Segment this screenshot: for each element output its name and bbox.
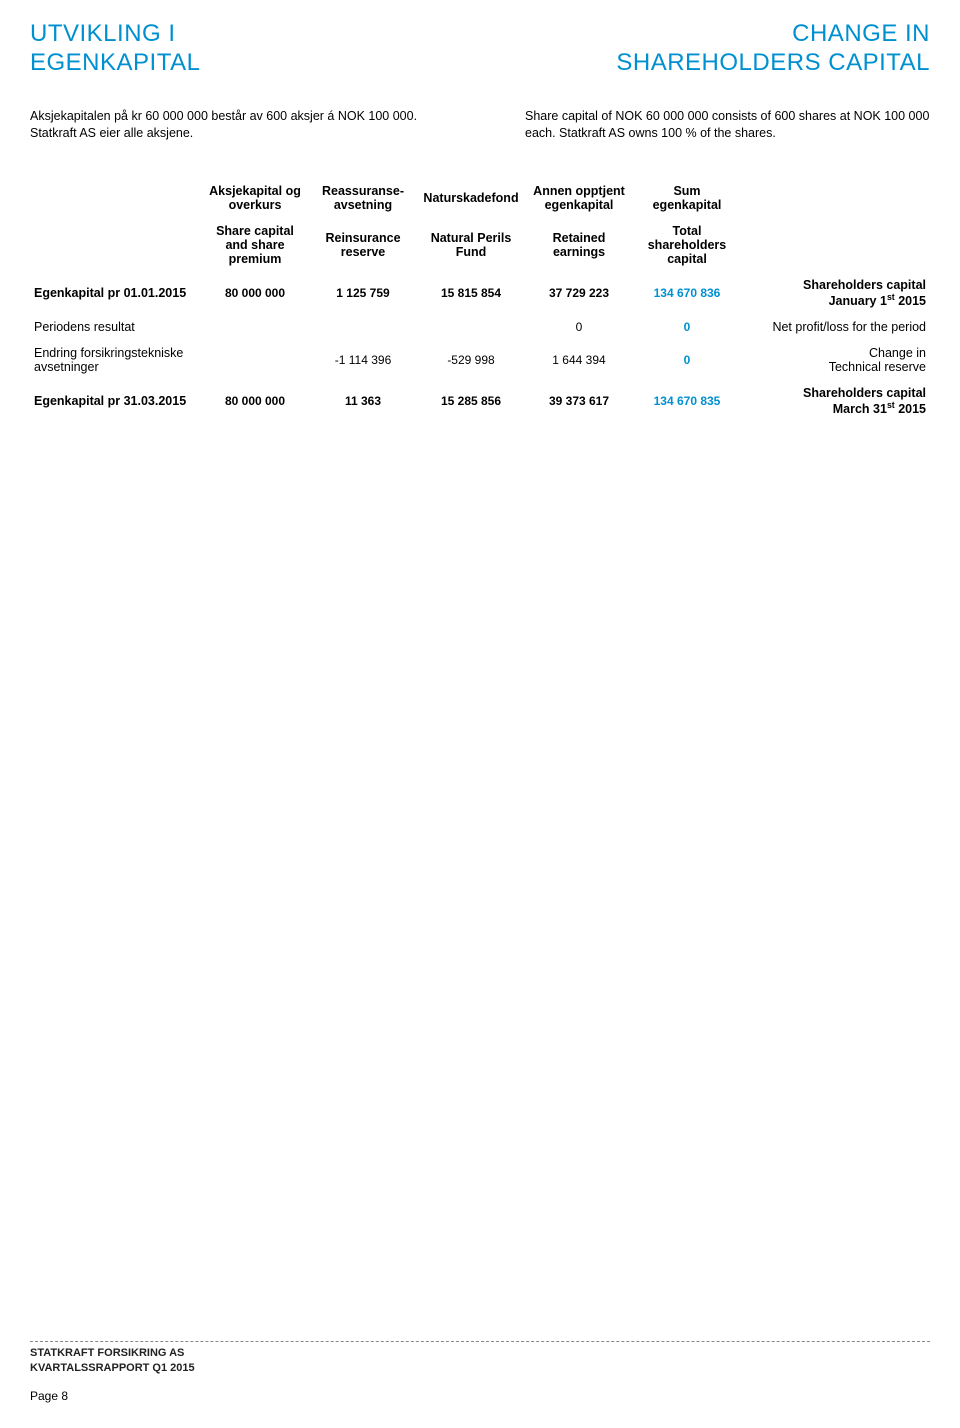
title-no-line2: EGENKAPITAL bbox=[30, 49, 200, 76]
footer-divider bbox=[30, 1341, 930, 1342]
title-en-line1: CHANGE IN bbox=[792, 20, 930, 47]
table-row: Endring forsikringstekniske avsetninger … bbox=[30, 340, 930, 380]
row2-c1 bbox=[201, 314, 309, 340]
row3-c5: 0 bbox=[633, 340, 741, 380]
row4-c5: 134 670 835 bbox=[633, 380, 741, 422]
col-header-en-4: Retainedearnings bbox=[525, 218, 633, 272]
row1-label-en: Shareholders capital January 1st 2015 bbox=[741, 272, 930, 314]
row1-c2: 1 125 759 bbox=[309, 272, 417, 314]
title-norwegian: UTVIKLING I EGENKAPITAL bbox=[30, 20, 200, 78]
col-header-no-5: Sumegenkapital bbox=[633, 178, 741, 218]
row3-label-no: Endring forsikringstekniske avsetninger bbox=[30, 340, 201, 380]
col-header-en-2: Reinsurancereserve bbox=[309, 218, 417, 272]
row3-c3: -529 998 bbox=[417, 340, 525, 380]
row1-c3: 15 815 854 bbox=[417, 272, 525, 314]
row1-c4: 37 729 223 bbox=[525, 272, 633, 314]
col-header-no-2: Reassuranse-avsetning bbox=[309, 178, 417, 218]
col-header-no-4: Annen opptjentegenkapital bbox=[525, 178, 633, 218]
table-row: Periodens resultat 0 0 Net profit/loss f… bbox=[30, 314, 930, 340]
row1-label-no: Egenkapital pr 01.01.2015 bbox=[30, 272, 201, 314]
row3-c4: 1 644 394 bbox=[525, 340, 633, 380]
table-row: Egenkapital pr 01.01.2015 80 000 000 1 1… bbox=[30, 272, 930, 314]
row2-c3 bbox=[417, 314, 525, 340]
title-english: CHANGE IN SHAREHOLDERS CAPITAL bbox=[616, 20, 930, 78]
col-header-no-1: Aksjekapital ogoverkurs bbox=[201, 178, 309, 218]
col-header-en-5: Totalshareholderscapital bbox=[633, 218, 741, 272]
col-header-no-3: Naturskadefond bbox=[417, 178, 525, 218]
title-en-line2: SHAREHOLDERS CAPITAL bbox=[616, 49, 930, 76]
row4-c3: 15 285 856 bbox=[417, 380, 525, 422]
row1-c5: 134 670 836 bbox=[633, 272, 741, 314]
table-header-english: Share capitaland sharepremium Reinsuranc… bbox=[30, 218, 930, 272]
page-footer: STATKRAFT FORSIKRING AS KVARTALSSRAPPORT… bbox=[30, 1341, 930, 1403]
row4-c4: 39 373 617 bbox=[525, 380, 633, 422]
footer-report: KVARTALSSRAPPORT Q1 2015 bbox=[30, 1361, 930, 1375]
row2-c4: 0 bbox=[525, 314, 633, 340]
title-no-line1: UTVIKLING I bbox=[30, 20, 176, 47]
row3-label-en: Change in Technical reserve bbox=[741, 340, 930, 380]
table-header-norwegian: Aksjekapital ogoverkurs Reassuranse-avse… bbox=[30, 178, 930, 218]
col-header-en-1: Share capitaland sharepremium bbox=[201, 218, 309, 272]
row2-label-no: Periodens resultat bbox=[30, 314, 201, 340]
intro-row: Aksjekapitalen på kr 60 000 000 består a… bbox=[30, 108, 930, 143]
equity-table: Aksjekapital ogoverkurs Reassuranse-avse… bbox=[30, 178, 930, 422]
footer-company: STATKRAFT FORSIKRING AS bbox=[30, 1346, 930, 1360]
row4-c2: 11 363 bbox=[309, 380, 417, 422]
row3-c1 bbox=[201, 340, 309, 380]
row4-label-no: Egenkapital pr 31.03.2015 bbox=[30, 380, 201, 422]
row2-c2 bbox=[309, 314, 417, 340]
row1-c1: 80 000 000 bbox=[201, 272, 309, 314]
row4-c1: 80 000 000 bbox=[201, 380, 309, 422]
page-number: Page 8 bbox=[30, 1389, 930, 1403]
col-header-en-3: Natural PerilsFund bbox=[417, 218, 525, 272]
row2-c5: 0 bbox=[633, 314, 741, 340]
intro-english: Share capital of NOK 60 000 000 consists… bbox=[525, 108, 930, 143]
row4-label-en: Shareholders capital March 31st 2015 bbox=[741, 380, 930, 422]
row3-c2: -1 114 396 bbox=[309, 340, 417, 380]
title-row: UTVIKLING I EGENKAPITAL CHANGE IN SHAREH… bbox=[30, 20, 930, 78]
intro-norwegian: Aksjekapitalen på kr 60 000 000 består a… bbox=[30, 108, 462, 143]
table-row: Egenkapital pr 31.03.2015 80 000 000 11 … bbox=[30, 380, 930, 422]
row2-label-en: Net profit/loss for the period bbox=[741, 314, 930, 340]
